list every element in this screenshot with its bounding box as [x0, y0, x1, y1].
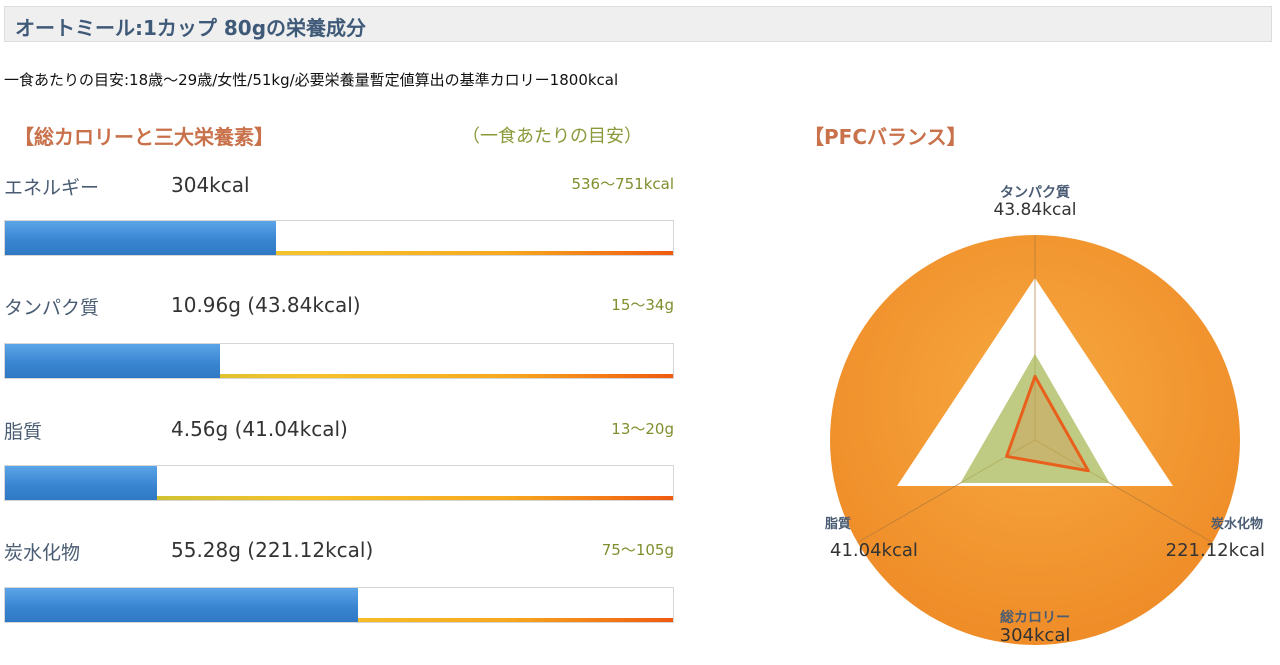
pfc-section-title: 【PFCバランス】	[804, 125, 967, 149]
nutrient-range-fat: 13〜20g	[611, 420, 674, 438]
nutrient-range-carbohydrate: 75〜105g	[601, 541, 674, 559]
pfc-axis-value-total: 304kcal	[1000, 625, 1071, 646]
nutrition-section-note: （一食あたりの目安）	[462, 126, 642, 147]
nutrient-label-carbohydrate: 炭水化物	[4, 542, 81, 564]
target-gradient-line	[5, 374, 673, 378]
nutrient-bar-fat	[4, 465, 674, 501]
target-note: 一食あたりの目安:18歳〜29歳/女性/51kg/必要栄養量暫定値算出の基準カロ…	[4, 71, 619, 89]
nutrient-label-fat: 脂質	[4, 421, 43, 443]
pfc-axis-name-fat: 脂質	[824, 516, 851, 532]
nutrient-bar-fill	[5, 466, 158, 500]
nutrient-range-energy: 536〜751kcal	[571, 175, 674, 193]
pfc-axis-name-total: 総カロリー	[1000, 609, 1070, 626]
nutrient-value-energy: 304kcal	[171, 173, 250, 197]
nutrient-bar-fill	[5, 344, 221, 378]
pfc-axis-name-carbohydrate: 炭水化物	[1211, 516, 1263, 532]
nutrient-bar-carbohydrate	[4, 587, 674, 623]
pfc-axis-name-protein: タンパク質	[1000, 184, 1070, 201]
page-title: オートミール:1カップ 80gの栄養成分	[15, 16, 367, 40]
nutrient-bar-fill	[5, 588, 358, 622]
nutrient-value-fat: 4.56g (41.04kcal)	[171, 417, 348, 441]
pfc-target-range	[960, 353, 1110, 484]
pfc-axis-value-carbohydrate: 221.12kcal	[1166, 540, 1265, 561]
nutrient-bar-protein	[4, 343, 674, 379]
nutrient-value-protein: 10.96g (43.84kcal)	[171, 293, 361, 317]
nutrient-value-carbohydrate: 55.28g (221.12kcal)	[171, 538, 374, 562]
pfc-balance-chart: タンパク質 43.84kcal 炭水化物 221.12kcal 総カロリー 30…	[824, 184, 1265, 646]
target-gradient-line	[5, 251, 673, 255]
pfc-actual-balance	[1005, 374, 1090, 473]
pfc-axis-value-protein: 43.84kcal	[994, 200, 1077, 220]
target-gradient-line	[5, 496, 673, 500]
pfc-axis-value-fat: 41.04kcal	[830, 540, 918, 561]
page-header: オートミール:1カップ 80gの栄養成分	[4, 6, 1272, 42]
nutrient-bar-fill	[5, 221, 276, 255]
nutrient-bar-energy	[4, 220, 674, 256]
nutrition-section-title: 【総カロリーと三大栄養素】	[14, 125, 274, 149]
nutrient-range-protein: 15〜34g	[611, 296, 674, 314]
nutrient-label-energy: エネルギー	[4, 177, 100, 199]
nutrient-label-protein: タンパク質	[4, 297, 100, 319]
